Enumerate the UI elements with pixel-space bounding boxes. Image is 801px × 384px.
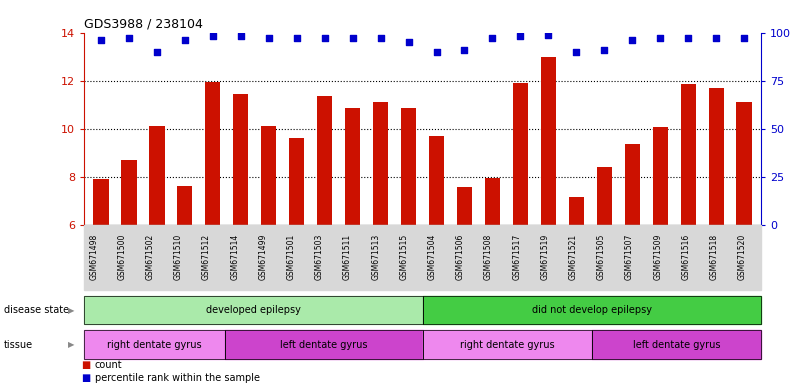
Text: percentile rank within the sample: percentile rank within the sample	[95, 373, 260, 383]
Point	[710, 35, 723, 41]
Text: GSM671504: GSM671504	[428, 234, 437, 280]
Text: GSM671514: GSM671514	[230, 234, 239, 280]
Bar	[373, 102, 388, 225]
Text: GSM671519: GSM671519	[541, 234, 549, 280]
Text: disease state: disease state	[4, 305, 69, 315]
Point	[654, 35, 666, 41]
Point	[123, 35, 135, 41]
Text: left dentate gyrus: left dentate gyrus	[280, 339, 368, 350]
Bar	[597, 167, 612, 225]
Bar	[205, 82, 220, 225]
Point	[626, 37, 638, 43]
Point	[95, 37, 107, 43]
Point	[542, 31, 555, 38]
Point	[570, 49, 583, 55]
Text: developed epilepsy: developed epilepsy	[206, 305, 300, 315]
Point	[402, 39, 415, 45]
Text: GDS3988 / 238104: GDS3988 / 238104	[84, 17, 203, 30]
Bar	[400, 108, 417, 225]
Bar	[457, 187, 472, 225]
Bar	[625, 144, 640, 225]
Text: GSM671501: GSM671501	[287, 234, 296, 280]
Text: GSM671517: GSM671517	[512, 234, 521, 280]
Text: GSM671509: GSM671509	[654, 234, 662, 280]
Bar	[345, 108, 360, 225]
Text: GSM671506: GSM671506	[456, 234, 465, 280]
Point	[318, 35, 331, 41]
Bar	[709, 88, 724, 225]
Point	[486, 35, 499, 41]
Bar	[681, 84, 696, 225]
Point	[682, 35, 694, 41]
Text: GSM671507: GSM671507	[625, 234, 634, 280]
Text: GSM671510: GSM671510	[174, 234, 183, 280]
Point	[290, 35, 303, 41]
Text: ▶: ▶	[68, 340, 74, 349]
Bar	[736, 102, 752, 225]
Bar	[177, 186, 192, 225]
Bar	[569, 197, 584, 225]
Bar	[317, 96, 332, 225]
Bar	[121, 160, 136, 225]
Text: GSM671511: GSM671511	[343, 234, 352, 280]
Text: GSM671499: GSM671499	[259, 234, 268, 280]
Text: ▶: ▶	[68, 306, 74, 314]
Point	[346, 35, 359, 41]
Bar	[149, 126, 164, 225]
Point	[458, 47, 471, 53]
Point	[151, 49, 163, 55]
Text: GSM671502: GSM671502	[146, 234, 155, 280]
Text: count: count	[95, 360, 122, 370]
Text: GSM671503: GSM671503	[315, 234, 324, 280]
Text: GSM671513: GSM671513	[371, 234, 380, 280]
Point	[207, 33, 219, 40]
Text: ■: ■	[81, 373, 91, 383]
Text: GSM671512: GSM671512	[202, 234, 211, 280]
Bar	[513, 83, 528, 225]
Bar	[485, 178, 500, 225]
Point	[514, 33, 527, 40]
Text: GSM671500: GSM671500	[118, 234, 127, 280]
Bar	[289, 138, 304, 225]
Text: right dentate gyrus: right dentate gyrus	[460, 339, 554, 350]
Text: GSM671516: GSM671516	[682, 234, 690, 280]
Bar	[653, 127, 668, 225]
Bar	[429, 136, 445, 225]
Point	[430, 49, 443, 55]
Point	[738, 35, 751, 41]
Point	[262, 35, 275, 41]
Text: GSM671498: GSM671498	[89, 234, 99, 280]
Text: GSM671508: GSM671508	[484, 234, 493, 280]
Point	[374, 35, 387, 41]
Text: GSM671521: GSM671521	[569, 234, 578, 280]
Text: tissue: tissue	[4, 339, 33, 350]
Point	[598, 47, 610, 53]
Text: left dentate gyrus: left dentate gyrus	[633, 339, 720, 350]
Bar	[93, 179, 109, 225]
Bar	[261, 126, 276, 225]
Text: GSM671515: GSM671515	[400, 234, 409, 280]
Point	[235, 33, 248, 40]
Bar	[541, 57, 556, 225]
Text: did not develop epilepsy: did not develop epilepsy	[532, 305, 652, 315]
Text: GSM671518: GSM671518	[710, 234, 718, 280]
Text: ■: ■	[81, 360, 91, 370]
Text: GSM671505: GSM671505	[597, 234, 606, 280]
Text: GSM671520: GSM671520	[738, 234, 747, 280]
Text: right dentate gyrus: right dentate gyrus	[107, 339, 202, 350]
Bar	[233, 94, 248, 225]
Point	[179, 37, 191, 43]
